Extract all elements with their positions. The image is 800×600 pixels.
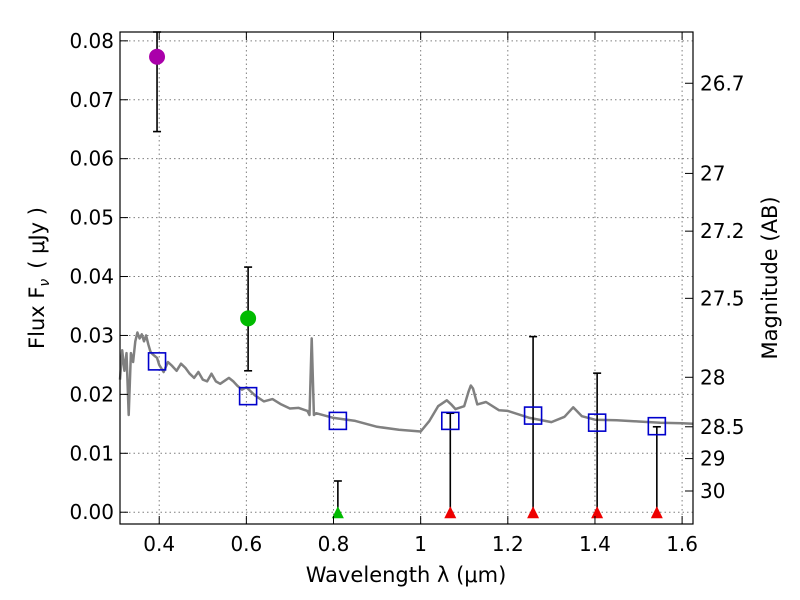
sed-model-line	[118, 331, 694, 433]
grid-layer	[120, 32, 693, 524]
right-tick-label: 28.5	[700, 415, 745, 439]
model-photometry-square	[587, 413, 607, 432]
y-axis-label-text: Flux F	[25, 287, 49, 349]
y-axis-label: Flux Fν ( μJy )	[25, 207, 53, 349]
right-tick-label: 30	[700, 479, 725, 503]
model-photometry-square	[440, 411, 460, 431]
x-tick-label: 0.8	[318, 532, 350, 556]
right-axis-label: Magnitude (AB)	[758, 196, 782, 359]
x-tick-label: 0.6	[230, 532, 262, 556]
right-tick-label: 29	[700, 447, 725, 471]
model-photometry-square	[647, 416, 667, 436]
right-tick-label: 27.2	[700, 219, 745, 243]
upper-limit-triangle	[527, 506, 540, 519]
x-tick-label: 0.4	[143, 532, 175, 556]
model-photometry-square	[328, 411, 348, 431]
upper-limit-triangle	[591, 506, 604, 519]
y-tick-label: 0.03	[69, 323, 114, 347]
x-tick-label: 1.6	[666, 532, 698, 556]
detection-point	[149, 48, 166, 65]
right-tick-label: 28	[700, 365, 725, 389]
y-tick-label: 0.05	[69, 206, 114, 230]
tick-layer: 0.4 0.6 0.8 1 1.2 1.4 1.6 0.00 0.01 0.02 0.03 0.04 0…	[69, 29, 744, 556]
right-tick-label: 27.5	[700, 286, 745, 310]
upper-limit-triangle	[331, 506, 344, 519]
y-axis-label-subscript: ν	[37, 279, 53, 287]
y-tick-label: 0.01	[69, 441, 114, 465]
y-axis-label-unit: ( μJy )	[25, 207, 49, 269]
y-tick-label: 0.08	[69, 29, 114, 53]
x-tick-label: 1.4	[579, 532, 611, 556]
error-bar-layer	[153, 31, 661, 513]
x-tick-label: 1.2	[492, 532, 524, 556]
upper-limit-triangle	[650, 506, 663, 519]
model-photometry-square	[147, 352, 167, 371]
y-tick-label: 0.07	[69, 88, 114, 112]
y-tick-label: 0.04	[69, 265, 114, 289]
model-photometry-square	[523, 406, 543, 425]
x-tick-label: 1	[414, 532, 427, 556]
x-axis-label: Wavelength λ (μm)	[306, 563, 507, 587]
right-tick-label: 26.7	[700, 71, 745, 95]
y-tick-label: 0.06	[69, 147, 114, 171]
model-photometry-square	[238, 386, 258, 406]
y-tick-label: 0.00	[69, 500, 114, 524]
right-tick-label: 27	[700, 161, 725, 185]
marker-layer	[147, 48, 667, 519]
y-tick-label: 0.02	[69, 382, 114, 406]
detection-point	[240, 310, 257, 327]
upper-limit-triangle	[444, 506, 457, 519]
sed-line-layer	[118, 331, 694, 433]
plot-frame	[119, 31, 694, 525]
